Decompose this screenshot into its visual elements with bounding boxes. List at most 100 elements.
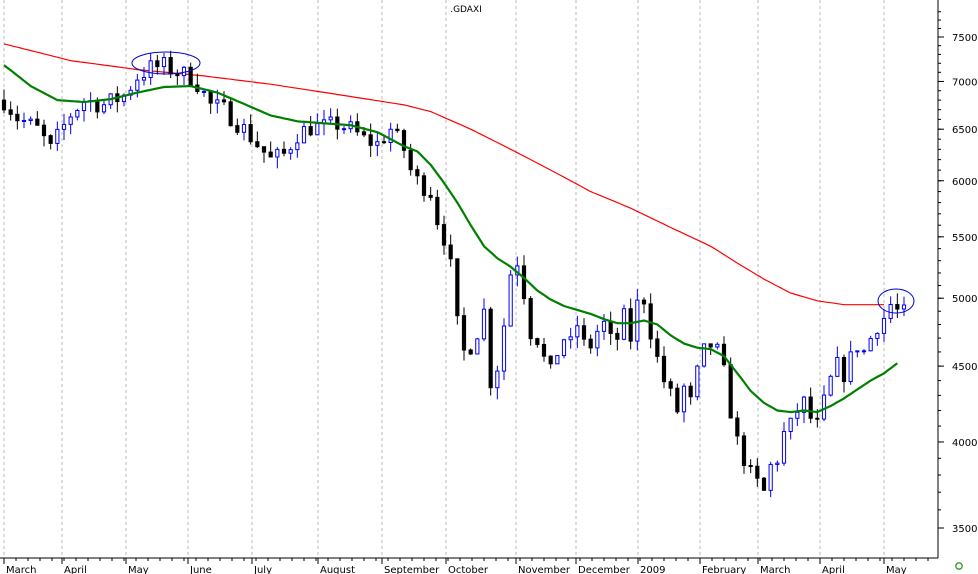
price-bar — [455, 258, 460, 325]
annotation-circles — [131, 51, 915, 314]
price-bar — [775, 460, 780, 472]
price-bar — [828, 374, 833, 397]
price-bar — [35, 111, 40, 126]
price-bar — [595, 324, 600, 357]
x-tick-label: November — [518, 565, 571, 574]
price-bar — [415, 165, 420, 185]
price-bar — [261, 146, 267, 163]
price-bar — [341, 125, 347, 134]
price-bar — [641, 297, 647, 314]
x-axis-ticks: March April May June July August September Octo… — [3, 558, 929, 574]
price-bar — [328, 108, 333, 125]
price-bar — [788, 417, 793, 440]
x-tick-label: October — [448, 565, 489, 574]
price-bar — [248, 114, 253, 145]
price-bar — [868, 335, 873, 352]
price-bar — [768, 461, 773, 498]
price-bar — [15, 105, 20, 130]
x-tick-label: April — [64, 565, 87, 574]
price-bar — [588, 334, 593, 354]
price-bar — [288, 147, 293, 160]
price-bar — [488, 306, 493, 396]
price-bar — [468, 348, 473, 355]
price-bar — [8, 101, 13, 121]
x-tick-label: March — [760, 565, 790, 574]
price-bar — [548, 355, 553, 369]
price-bar — [615, 327, 620, 351]
price-bar — [568, 327, 573, 349]
price-bar — [268, 141, 273, 158]
price-bar — [561, 338, 567, 359]
price-bar — [48, 134, 53, 150]
y-tick-label: 6000 — [952, 177, 977, 188]
y-axis-ticks: 3500 4000 4500 5000 5500 6000 6500 7000 7500 — [938, 11, 977, 535]
price-bar — [255, 131, 260, 149]
price-bar — [161, 52, 167, 75]
price-bar — [661, 346, 667, 389]
price-bar — [368, 123, 373, 157]
x-tick-label: December — [578, 565, 631, 574]
vertical-gridlines — [3, 0, 885, 558]
y-tick-label: 7500 — [952, 33, 977, 44]
price-bar — [528, 296, 533, 346]
price-bar — [655, 330, 660, 363]
annotation-circle-2009-cross — [877, 288, 915, 314]
price-bar — [375, 131, 380, 157]
price-bar — [875, 332, 880, 346]
x-tick-label: June — [189, 565, 212, 574]
price-bar — [481, 298, 487, 342]
price-bar — [835, 346, 840, 377]
price-bar — [581, 318, 587, 346]
price-bar — [228, 98, 233, 127]
price-bar — [881, 309, 887, 342]
price-bar — [448, 234, 453, 267]
price-bar — [201, 89, 207, 97]
price-bar — [428, 187, 433, 201]
price-bar — [575, 315, 580, 349]
price-bar — [555, 355, 560, 365]
y-tick-label: 5500 — [952, 233, 977, 244]
x-tick-label: 2009 — [640, 565, 665, 574]
price-bar — [508, 270, 513, 327]
price-bar — [395, 123, 400, 133]
chart-title: .GDAXI — [450, 5, 482, 15]
price-bar — [275, 147, 280, 169]
moving-average-green — [3, 64, 898, 414]
price-bar — [748, 459, 753, 474]
price-bar — [501, 318, 507, 381]
y-tick-label: 6500 — [952, 125, 977, 136]
price-bar — [181, 66, 187, 86]
price-bar — [435, 189, 440, 230]
price-bar — [28, 116, 33, 125]
price-bar — [895, 293, 900, 319]
x-tick-label: March — [6, 565, 36, 574]
price-bar — [175, 69, 180, 85]
price-bar — [888, 296, 893, 323]
price-bar — [241, 118, 247, 141]
moving-average-line — [3, 64, 898, 414]
price-bar — [535, 337, 540, 348]
price-bar — [401, 128, 407, 159]
price-bar — [675, 383, 680, 414]
price-bar — [461, 307, 467, 361]
annotation-circle-2008-peak — [131, 51, 201, 75]
price-bar — [668, 378, 673, 397]
price-bar — [901, 296, 907, 317]
x-tick-label: August — [320, 565, 355, 574]
price-bar — [808, 387, 813, 424]
price-bar — [301, 120, 307, 144]
price-bar — [155, 54, 160, 75]
price-bar — [741, 432, 747, 474]
price-bar — [735, 411, 740, 445]
price-bar — [681, 383, 687, 423]
price-bar — [221, 91, 227, 106]
y-tick-label: 4000 — [952, 438, 977, 449]
price-bar — [41, 119, 47, 147]
price-bar — [148, 53, 153, 85]
price-bar — [235, 118, 240, 136]
price-bar — [695, 364, 700, 401]
price-bar — [688, 382, 693, 405]
x-tick-label: May — [886, 565, 907, 574]
